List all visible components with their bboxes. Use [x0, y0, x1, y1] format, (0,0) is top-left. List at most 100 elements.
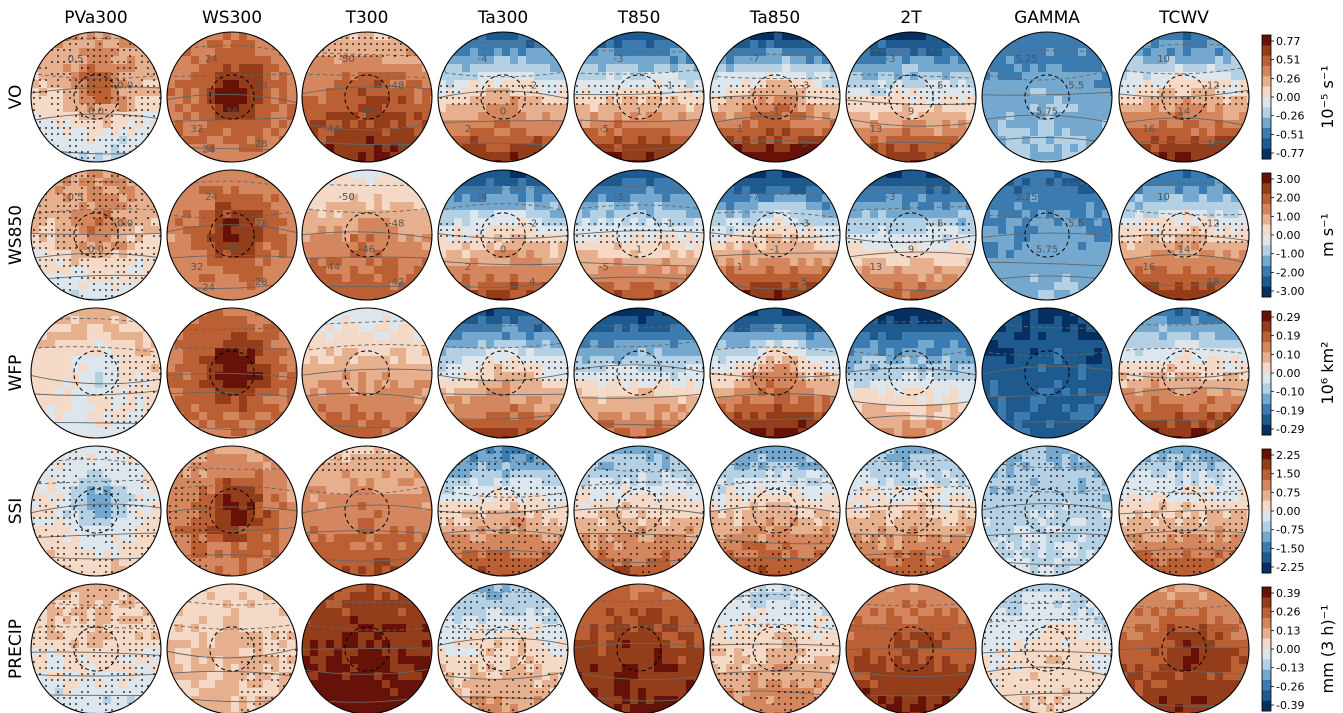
panel-vo-ta850: [709, 31, 841, 163]
colorbar-tick-label: 0.00: [1276, 91, 1301, 104]
column-title-2t: 2T: [900, 8, 922, 28]
contour-label: 18: [1207, 139, 1220, 150]
panel-outline: [301, 583, 433, 713]
inner-radius-circle: [480, 212, 526, 258]
contour-label: 14: [1178, 107, 1191, 118]
contour-label: -3: [614, 54, 624, 65]
colorbar-tick-label: 3.00: [1276, 173, 1301, 186]
inner-radius-circle: [209, 74, 255, 120]
panel-outline: [30, 31, 162, 163]
inner-radius-circle: [1024, 626, 1070, 672]
panel-ws850-pva300: [30, 169, 162, 301]
colorbar-unit-label: m s⁻¹: [1318, 213, 1337, 257]
contour-label: 0: [500, 107, 506, 118]
contour-label: -1: [663, 80, 673, 91]
panel-outline: [1118, 307, 1250, 439]
contour-label: -3: [799, 80, 809, 91]
contour-label: 9: [908, 107, 914, 118]
panel-precip-pva300: [30, 583, 162, 713]
inner-radius-circle: [1024, 74, 1070, 120]
panel-ssi-ws300: [166, 445, 298, 577]
colorbar-tick-label: 0.75: [1276, 486, 1301, 499]
panel-ssi-t300: [301, 445, 433, 577]
colorbar-tick-label: 0.19: [1276, 330, 1301, 343]
contour-label: -5: [599, 124, 609, 135]
colorbar-tick-label: -0.19: [1276, 404, 1304, 417]
panel-precip-t300: [301, 583, 433, 713]
panel-outline: [301, 307, 433, 439]
contour-label: 1: [636, 107, 642, 118]
contour-label: -1: [663, 218, 673, 229]
contour-label: 32: [191, 262, 204, 273]
contour-label: 32: [191, 124, 204, 135]
contour-label: -3: [799, 218, 809, 229]
contour-label: 5.5: [1068, 80, 1084, 91]
contour-label: 5.75: [1036, 245, 1058, 256]
contour-label: 13: [870, 262, 883, 273]
contour-label: -46: [359, 245, 375, 256]
panel-outline: [166, 169, 298, 301]
panel-outline: [845, 31, 977, 163]
panel-ssi-t850: [573, 445, 705, 577]
contour-label: 2: [465, 124, 471, 135]
contour-label: -7: [750, 192, 760, 203]
contour-label: 0: [500, 245, 506, 256]
contour-label: -50: [338, 54, 354, 65]
inner-radius-circle: [1161, 212, 1207, 258]
contour-label: -1: [770, 107, 780, 118]
colorbar-tick-label: -0.39: [1276, 699, 1304, 712]
contour-label: 0.5: [68, 192, 84, 203]
column-title-t300: T300: [345, 8, 389, 28]
contour-label: 12: [1207, 80, 1220, 91]
inner-radius-circle: [344, 350, 390, 396]
contour-label: 10: [1157, 192, 1170, 203]
inner-radius-circle: [616, 350, 662, 396]
contour-label: 5.25: [1015, 192, 1037, 203]
contour-label: -48: [388, 218, 404, 229]
column-title-ta850: Ta850: [749, 8, 800, 28]
colorbar-tick-label: 0.13: [1276, 624, 1301, 637]
panel-wfp-t850: [573, 307, 705, 439]
contour-label: 16: [1143, 124, 1156, 135]
panel-outline: [845, 307, 977, 439]
inner-radius-circle: [344, 488, 390, 534]
contour-label: 24: [202, 283, 215, 294]
panel-outline: [437, 307, 569, 439]
panel-vo-gamma: [981, 31, 1113, 163]
colorbar-ssi: 2.25 1.50 0.75 0.00 -0.75 -1.50 -2.25: [1261, 448, 1304, 574]
row-label-wfp: WFP: [6, 355, 26, 392]
contour-label: -44: [324, 262, 340, 273]
panel-outline: [573, 583, 705, 713]
contour-label: 18: [1207, 277, 1220, 288]
inner-radius-circle: [1161, 626, 1207, 672]
inner-radius-circle: [209, 626, 255, 672]
inner-radius-circle: [344, 212, 390, 258]
panel-precip-tcwv: [1118, 583, 1250, 713]
colorbar-tick-label: 0.26: [1276, 72, 1301, 85]
contour-label: -50: [338, 192, 354, 203]
inner-radius-circle: [73, 74, 119, 120]
contour-label: 5: [801, 139, 807, 150]
contour-label: -3: [886, 54, 896, 65]
colorbar-tick-label: -2.25: [1276, 561, 1304, 574]
contour-label: 28: [255, 139, 268, 150]
panel-outline: [1118, 169, 1250, 301]
inner-radius-circle: [344, 626, 390, 672]
contour-label: 14: [1178, 245, 1191, 256]
inner-radius-circle: [1024, 488, 1070, 534]
inner-radius-circle: [73, 212, 119, 258]
panel-precip-ws300: [166, 583, 298, 713]
contour-label: -4: [478, 54, 488, 65]
panel-ws850-2t: [845, 169, 977, 301]
contour-label: -2: [527, 218, 537, 229]
inner-radius-circle: [888, 74, 934, 120]
panel-ssi-ta850: [709, 445, 841, 577]
colorbar-tick-label: 2.00: [1276, 192, 1301, 205]
panel-vo-2t: [845, 31, 977, 163]
contour-label: 5: [937, 218, 943, 229]
contour-label: -42: [388, 277, 404, 288]
panel-outline: [30, 307, 162, 439]
colorbar-tick-label: -0.77: [1276, 147, 1304, 160]
panel-wfp-gamma: [981, 307, 1113, 439]
